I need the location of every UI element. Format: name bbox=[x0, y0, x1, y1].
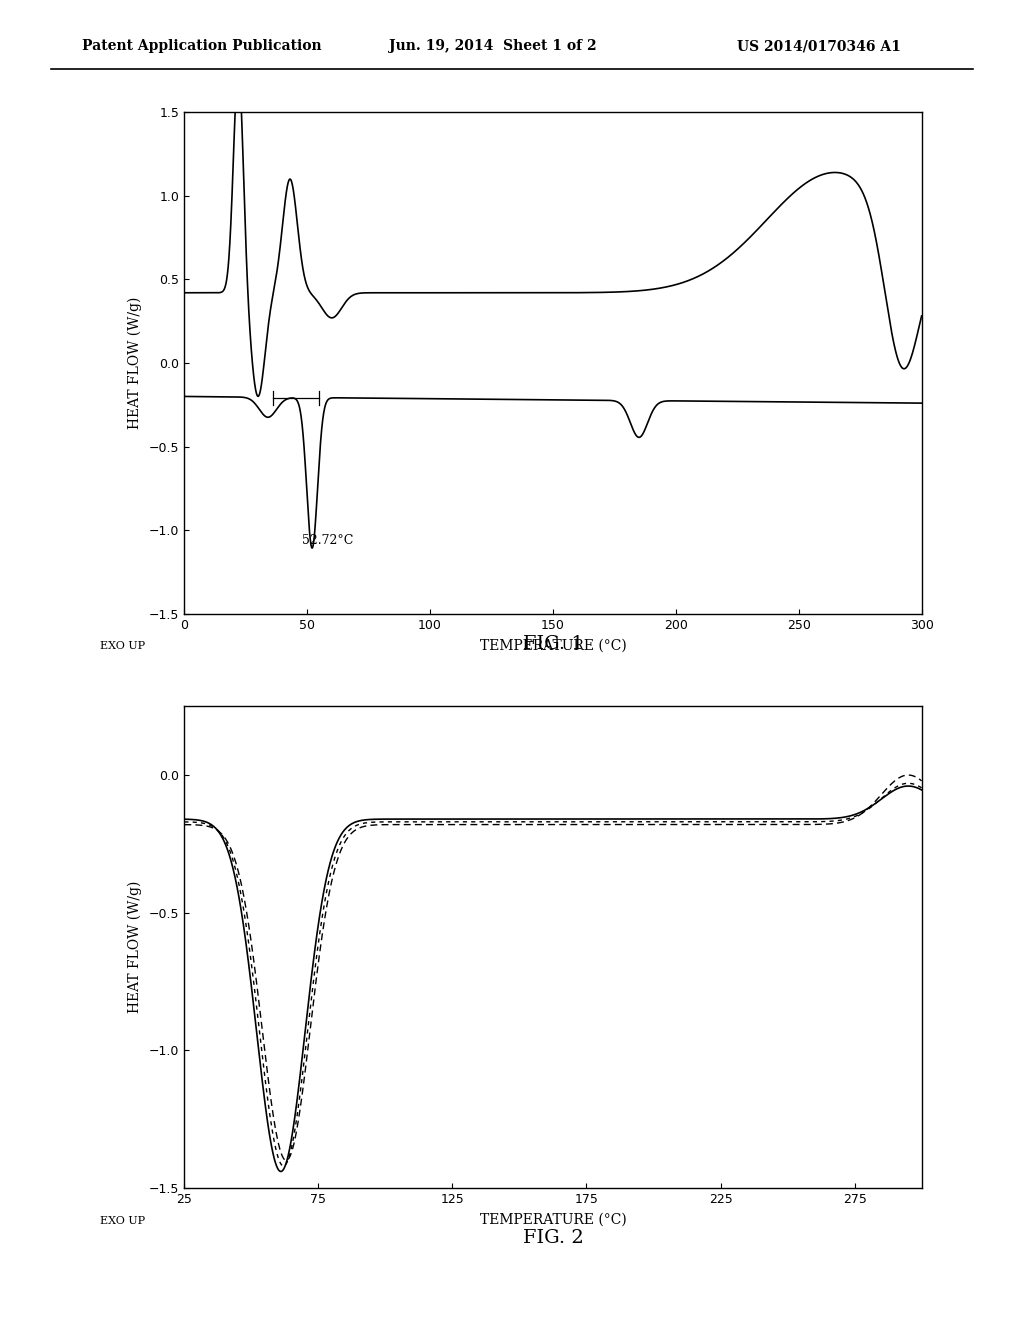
Text: EXO UP: EXO UP bbox=[99, 1216, 144, 1226]
X-axis label: TEMPERATURE (°C): TEMPERATURE (°C) bbox=[479, 1213, 627, 1226]
X-axis label: TEMPERATURE (°C): TEMPERATURE (°C) bbox=[479, 639, 627, 652]
Text: 52.72°C: 52.72°C bbox=[302, 533, 353, 546]
Y-axis label: HEAT FLOW (W/g): HEAT FLOW (W/g) bbox=[128, 880, 142, 1014]
Text: FIG. 1: FIG. 1 bbox=[522, 635, 584, 653]
Text: US 2014/0170346 A1: US 2014/0170346 A1 bbox=[737, 40, 901, 53]
Y-axis label: HEAT FLOW (W/g): HEAT FLOW (W/g) bbox=[128, 297, 142, 429]
Text: FIG. 2: FIG. 2 bbox=[522, 1229, 584, 1247]
Text: Patent Application Publication: Patent Application Publication bbox=[82, 40, 322, 53]
Text: Jun. 19, 2014  Sheet 1 of 2: Jun. 19, 2014 Sheet 1 of 2 bbox=[389, 40, 597, 53]
Text: EXO UP: EXO UP bbox=[99, 642, 144, 651]
